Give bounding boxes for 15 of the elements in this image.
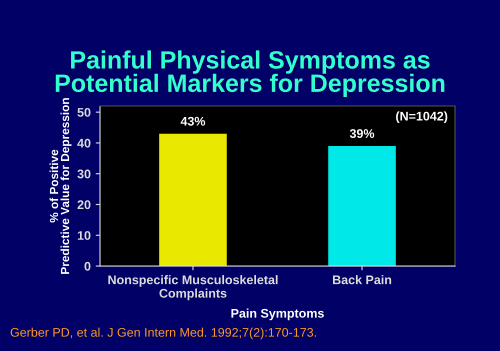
y-tick-label: 50 <box>77 108 90 117</box>
x-tick-label: Nonspecific Musculoskeletal Complaints <box>108 275 278 300</box>
y-tick-label: 40 <box>77 138 90 148</box>
y-tick-label: 20 <box>78 200 90 210</box>
chart-title: Painful Physical Symptoms as Potential Markers for Depression <box>56 50 444 98</box>
text: Gerber PD, et al. J Gen Intern Med. 1992;7(2):170-173. <box>10 328 316 340</box>
annotation: (N=1042) <box>396 111 448 124</box>
y-tick-label: 0 <box>84 262 90 271</box>
y-axis-title: % of Positive Predictive Value for Depression <box>50 98 72 274</box>
data-label: 39% <box>350 129 374 138</box>
x-tick-label: Back Pain <box>332 275 392 284</box>
x-axis-title: Pain Symptoms <box>231 308 324 320</box>
y-tick-label: 10 <box>78 231 90 240</box>
data-label: 43% <box>180 116 206 126</box>
y-tick-label: 30 <box>77 170 90 178</box>
